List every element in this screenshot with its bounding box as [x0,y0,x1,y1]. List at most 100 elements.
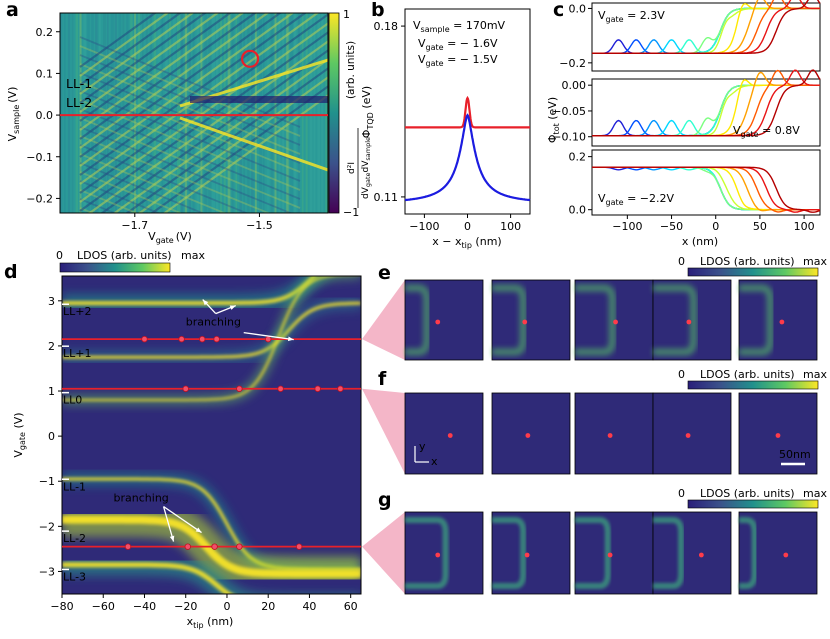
texture-stripe [208,13,212,213]
ldos-channel [739,517,758,589]
ldos-frame [652,511,732,595]
tip-point [524,552,530,558]
texture-stripe [282,13,285,213]
connector-wedge [362,512,405,594]
tip-point [337,385,344,392]
texture-stripe [118,13,122,213]
frame-row: 0 LDOS (arb. units) max yx 50nm [404,368,827,475]
y-tick-label: −0.2 [26,192,53,205]
panel-a-colorbar-label: (arb. units) [345,41,357,99]
frame-bg [738,279,818,361]
panel-c-ylabel: Φtot (eV) [546,97,561,143]
x-tick-label: −1.7 [121,219,148,232]
formula-numerator: d²I [347,162,357,174]
x-tick-label: 40 [302,600,316,613]
texture-stripe [79,13,82,213]
panel-a-colorbar-min: −1 [343,206,359,219]
texture-stripe [83,13,87,213]
level-label: LL0 [63,394,82,407]
ldos-band [62,301,361,359]
diagonal-band [79,13,282,158]
ldos-frame [652,279,732,361]
panel-a-ylabel: Vsample(V) [6,87,21,142]
texture-stripe [325,13,328,213]
row-colorbar [687,267,819,277]
x-tick-label: −100 [409,220,439,233]
y-tick-label: −1 [39,475,55,488]
texture-stripe [173,13,176,213]
row-colorbar [687,380,819,390]
texture-stripe [262,13,265,213]
arrow-head [202,299,209,306]
panel-b-title: Vsample = 170mV [413,19,506,34]
level-label: LL-2 [63,532,86,545]
arrow-head [195,527,202,533]
subplot-frame [591,149,821,216]
tip-point [141,335,148,343]
diagonal-band [79,189,139,213]
tip-point [211,543,218,550]
ldos-frame [491,392,571,475]
diagonal-band [79,63,301,155]
x-tick-label: 0 [712,220,719,233]
panel-b-series [404,95,531,202]
ldos-channel [575,284,616,356]
ldos-frame [491,279,571,361]
panel-a-colorbar-max: 1 [343,8,350,21]
x-tick-label: 20 [261,600,275,613]
diagonal-band [79,162,205,213]
tip-curve [592,0,821,54]
y-tick-label: 0.0 [569,2,587,15]
panel-a-colorbar-formula: d²I dVgatedVsample [347,128,372,208]
ldos-frame [574,279,654,361]
ldos-channel [492,284,527,356]
panel-b-ylabel: ΦTQD (eV) [360,86,375,138]
panel-d-colorbar-min: 0 [56,249,63,262]
ldos-channel [739,284,774,356]
y-tick-label: 0.1 [36,67,54,80]
connector-wedge [362,388,405,474]
series-line-red [405,95,530,129]
diagonal-band [79,13,182,86]
panel-b-xlabel: x − xtip (nm) [432,235,501,250]
diagonal-band [79,117,301,209]
texture-stripe [270,13,274,213]
diagonal-band [79,13,170,77]
branching-label: branching [114,492,169,505]
diagonal-band [79,13,320,185]
frame-row: 0 LDOS (arb. units) max [404,255,827,361]
y-tick-label: −2 [39,520,55,533]
diagonal-band [87,40,328,213]
texture-stripe [305,13,308,213]
diagonal-band [79,22,328,203]
diagonal-band [79,31,328,212]
subplot-label: Vgate = −2.2V [598,192,674,207]
panel-b-legend-red: Vgate = − 1.6V [418,37,498,52]
tip-point [435,319,441,325]
texture-stripe [204,13,208,213]
ldos-frame [738,392,818,475]
y-tick-label: 0.2 [36,26,54,39]
subplot-label: Vgate = 2.3V [598,9,665,24]
panel-c-subplot: 0.00 −0.05 −0.10 Vgate = 0.8V [552,69,821,147]
y-tick-label: −0.05 [552,105,586,118]
panel-d-colorbar-max: max [181,249,205,262]
arrow-head [287,336,294,342]
ldos-band [62,515,361,578]
tip-point [178,335,185,343]
diagonal-band [79,13,257,140]
texture-stripe [60,13,63,213]
texture-stripe [149,13,153,213]
axis-label-y: y [419,440,426,453]
panel-label-g: g [378,489,392,511]
level-label: LL+2 [63,305,91,318]
arrow-head [169,535,175,542]
x-tick-label: −100 [612,220,642,233]
tip-point [522,319,528,325]
diagonal-band [112,58,328,213]
texture-stripe [243,13,246,213]
panel-a-label-ll-2: LL-2 [66,95,92,110]
texture-stripe [247,13,250,213]
texture-stripe [95,13,98,213]
